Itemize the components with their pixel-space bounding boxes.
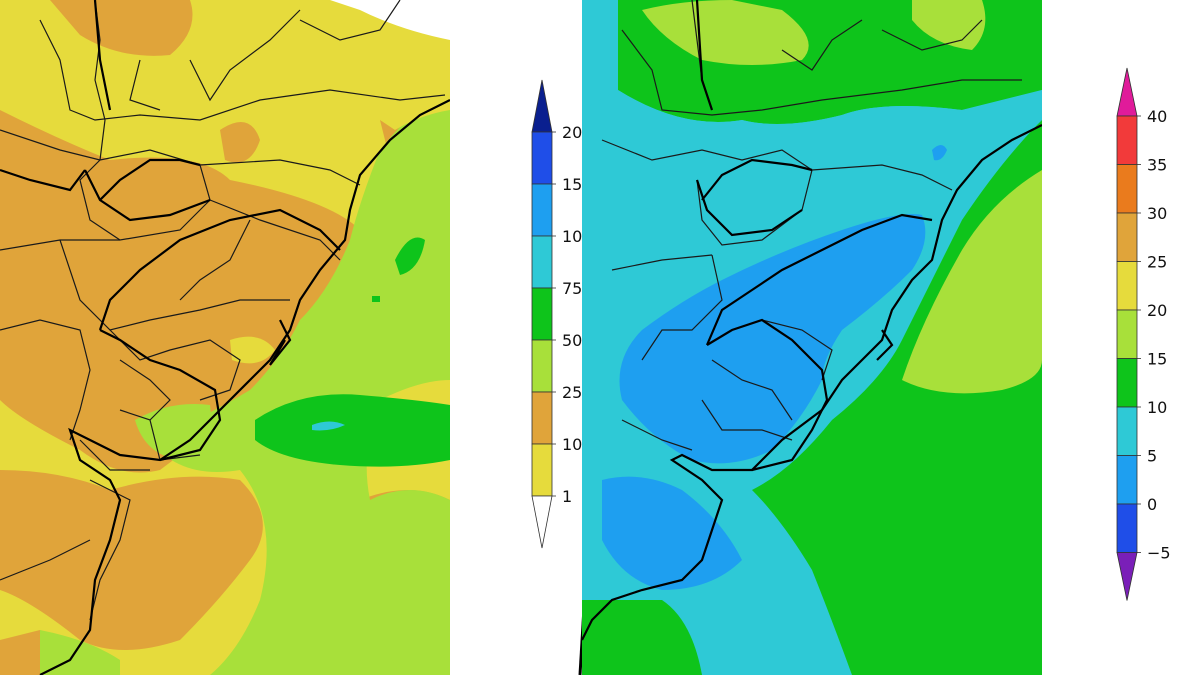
yellow-patch-lagoon [230,336,275,364]
right-colorbar-segment [1116,503,1138,553]
right-temperature-map [582,0,1042,675]
left-colorbar-label: 50 [562,331,582,350]
right-colorbar-segment [1116,358,1138,408]
left-map-borders [0,0,446,621]
left-colorbar-segment [531,443,553,497]
right-colorbar [1116,67,1141,601]
right-colorbar-label: 10 [1147,398,1167,417]
green-band-ocean [255,394,450,467]
cyan-patch [312,421,345,431]
left-colorbar-label: 10 [562,435,582,454]
right-colorbar-segment [1116,406,1138,456]
left-colorbar-segment [531,183,553,237]
right-colorbar-top-arrow [1116,67,1138,117]
right-colorbar-label: 40 [1147,107,1167,126]
blue-region-central [619,214,926,464]
right-map-coastline [582,0,1042,641]
light-green-ocean [902,170,1042,394]
right-colorbar-label: 15 [1147,350,1167,369]
right-colorbar-bottom-arrow [1116,552,1138,601]
right-colorbar-label: 25 [1147,253,1167,272]
left-colorbar-bottom-arrow [531,495,553,549]
light-green-ne [912,0,986,50]
light-green-sw [40,630,120,675]
right-colorbar-label: 20 [1147,301,1167,320]
light-green-north [642,0,809,65]
yellow-coast-ne [380,70,450,130]
green-patch-north [395,237,425,275]
left-colorbar-label: 75 [562,279,582,298]
left-map-panel [0,0,450,675]
right-colorbar-segment [1116,455,1138,505]
left-colorbar-label: 1 [562,487,572,506]
left-colorbar [531,79,556,549]
right-colorbar-label: 35 [1147,156,1167,175]
blue-patch-ne [932,145,947,161]
left-colorbar-segment [531,339,553,393]
right-colorbar-label: −5 [1147,544,1171,563]
right-colorbar-label: 0 [1147,495,1157,514]
right-colorbar-segment [1116,261,1138,311]
left-colorbar-segment [531,235,553,289]
orange-area-sw [0,630,50,675]
right-colorbar-legend: 40 35 30 25 20 15 10 5 0 −5 [1116,67,1171,601]
light-green-ocean [150,90,450,675]
orange-patch-east [220,122,260,163]
orange-area-south [0,470,263,650]
green-sw [582,600,702,675]
right-map-panel [582,0,1042,675]
right-colorbar-segment [1116,309,1138,359]
green-dot [372,296,380,302]
left-colorbar-segment [531,287,553,341]
light-green-ocean-south [350,500,450,675]
left-colorbar-top-arrow [531,79,553,133]
right-colorbar-segment [1116,212,1138,262]
right-colorbar-segment [1116,164,1138,214]
left-colorbar-segment [531,131,553,185]
blue-region-south [602,476,742,590]
right-colorbar-label: 5 [1147,447,1157,466]
left-map-coastline [0,0,450,675]
right-colorbar-label: 30 [1147,204,1167,223]
left-map-corner [330,0,450,40]
left-colorbar-segment [531,391,553,445]
left-colorbar-label: 25 [562,383,582,402]
right-colorbar-labels: 40 35 30 25 20 15 10 5 0 −5 [1147,107,1171,563]
orange-area-north [50,0,193,56]
right-colorbar-segment [1116,115,1138,165]
light-green-inland [135,404,211,460]
left-precipitation-map [0,0,450,675]
